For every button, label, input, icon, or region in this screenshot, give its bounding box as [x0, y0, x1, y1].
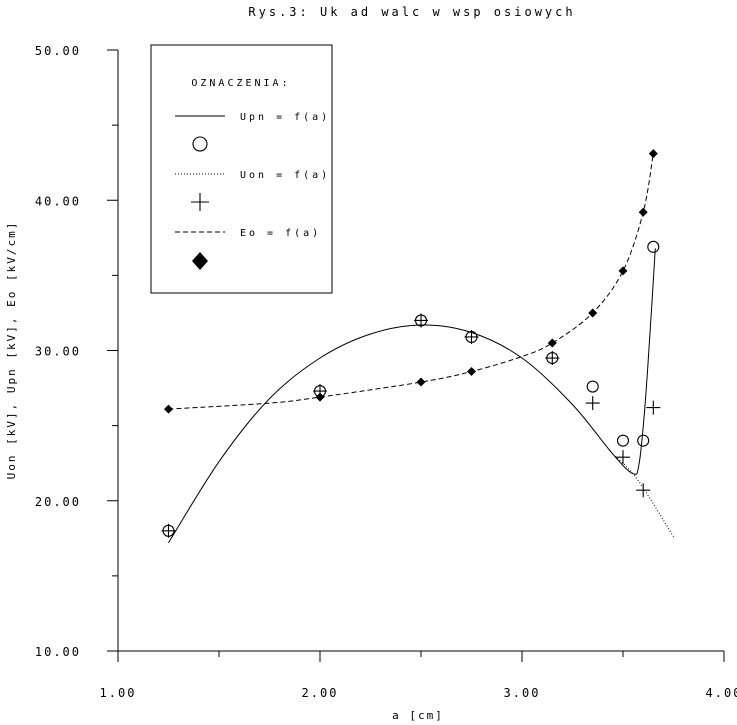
upn-point-marker — [647, 240, 660, 253]
uon-point-marker — [545, 351, 560, 366]
upn-curve — [168, 248, 656, 544]
y-tick-label: 30.00 — [35, 345, 81, 359]
legend-label-upn: Upn = f(a) — [240, 112, 330, 123]
legend-title: OZNACZENIA: — [191, 78, 290, 89]
legend-box — [150, 44, 333, 294]
uon-point-marker — [646, 400, 661, 415]
y-tick-label: 20.00 — [35, 495, 81, 509]
eo-point-marker — [638, 207, 648, 217]
x-tick-label: 4.00 — [706, 686, 737, 700]
upn-point-marker — [637, 434, 650, 447]
legend-label-eo: Eo = f(a) — [240, 228, 321, 239]
uon-point-marker — [161, 523, 176, 538]
uon-point-marker — [585, 396, 600, 411]
x-tick-label: 3.00 — [504, 686, 541, 700]
eo-point-marker — [467, 367, 476, 377]
eo-point-marker — [416, 377, 426, 387]
uon-point-marker — [636, 483, 651, 498]
chart-title: Rys.3: Uk ad walc w wsp osiowych — [248, 5, 575, 19]
eo-point-marker — [588, 308, 598, 318]
y-tick-label: 10.00 — [35, 645, 81, 659]
legend-label-uon: Uon = f(a) — [240, 170, 330, 181]
legend-circle-marker — [192, 136, 208, 152]
eo-point-marker — [315, 392, 325, 402]
upn-point-marker — [616, 434, 630, 447]
x-tick-label: 1.00 — [100, 686, 137, 700]
eo-point-marker — [164, 404, 173, 414]
y-tick-label: 50.00 — [35, 44, 81, 58]
eo-curve — [168, 153, 654, 410]
eo-point-marker — [648, 149, 658, 159]
x-axis-label: a [cm] — [392, 709, 444, 722]
legend-diamond-marker — [192, 252, 208, 270]
uon-point-marker — [616, 450, 630, 465]
y-tick-label: 40.00 — [35, 194, 81, 208]
uon-point-marker — [464, 329, 479, 344]
eo-point-marker — [547, 338, 557, 348]
legend-plus-marker — [191, 193, 209, 211]
legend: OZNACZENIA: Upn = f(a) Uon = f(a) Eo = f… — [150, 44, 333, 294]
upn-point-marker — [586, 380, 599, 393]
eo-point-marker — [618, 266, 628, 276]
x-tick-label: 2.00 — [302, 686, 339, 700]
uon-point-marker — [414, 313, 428, 328]
y-axis-label: Uon [kV], Upn [kV], Eo [kV/cm] — [5, 221, 18, 480]
